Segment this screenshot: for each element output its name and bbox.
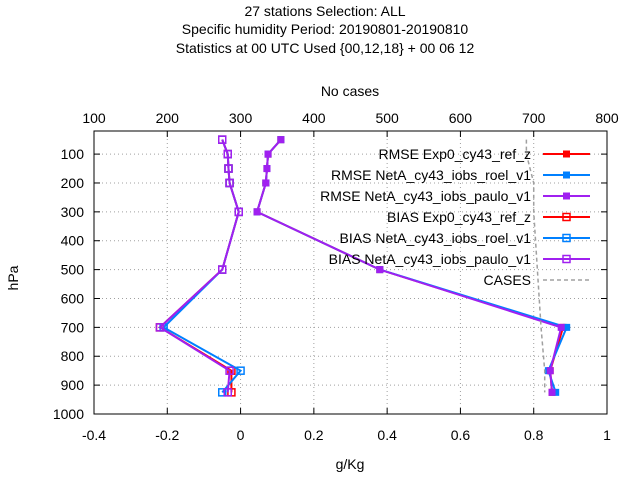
series-line	[525, 139, 546, 393]
legend-swatch-marker	[563, 171, 570, 179]
data-point	[376, 266, 384, 274]
series-line	[158, 139, 240, 393]
x2-tick-label: 100	[82, 110, 106, 126]
chart-title-line-1: 27 stations Selection: ALL	[244, 3, 405, 19]
x-axis-label: g/Kg	[336, 456, 365, 472]
data-point	[262, 179, 270, 187]
legend-label: BIAS NetA_cy43_iobs_paulo_v1	[329, 251, 532, 267]
y-tick-label: 400	[61, 233, 85, 249]
x-tick-label: 1	[603, 427, 611, 443]
y-axis-label: hPa	[5, 265, 21, 290]
data-point	[236, 366, 245, 375]
y-tick-label: 100	[61, 146, 85, 162]
y-tick-label: 500	[61, 262, 85, 278]
data-point	[225, 366, 234, 375]
x2-tick-label: 800	[595, 110, 619, 126]
x-tick-label: 0.6	[451, 427, 471, 443]
data-point	[546, 367, 554, 375]
series-6	[155, 135, 243, 397]
axis-ticks: -0.4 -0.2 0 0.2 0.4 0.6 0.8 1 100 200 300 400 500 600…	[53, 110, 619, 443]
legend-label: BIAS Exp0_cy43_ref_z	[387, 209, 531, 225]
data-point	[263, 165, 271, 173]
data-point	[253, 208, 261, 216]
data-point	[225, 178, 234, 188]
data-point	[218, 135, 227, 144]
chart-title-line-3: Statistics at 00 UTC Used {00,12,18} + 0…	[176, 40, 475, 56]
x-tick-label: 0.8	[524, 427, 544, 443]
legend-label: CASES	[484, 272, 531, 288]
legend-swatch-marker	[563, 192, 570, 200]
x2-axis-label: No cases	[321, 83, 379, 99]
legend-swatch-marker	[562, 254, 571, 264]
data-point	[155, 323, 165, 332]
plot-border	[93, 130, 608, 415]
data-point	[234, 207, 243, 217]
x2-tick-label: 400	[302, 110, 326, 126]
legend-swatch-marker	[562, 212, 571, 222]
data-point	[223, 149, 232, 159]
legend-label: RMSE NetA_cy43_iobs_roel_v1	[331, 167, 531, 183]
legend-swatch-marker	[563, 150, 570, 158]
x2-tick-label: 300	[229, 110, 253, 126]
data-point	[277, 136, 285, 144]
legend: RMSE Exp0_cy43_ref_z RMSE NetA_cy43_iobs_…	[320, 146, 590, 288]
chart-title-line-2: Specific humidity Period: 20190801-20190…	[182, 21, 469, 37]
y-tick-label: 1000	[53, 406, 84, 422]
plot-frame	[93, 130, 608, 415]
y-tick-label: 200	[61, 175, 85, 191]
data-point	[557, 323, 565, 331]
data-point	[264, 150, 272, 158]
x-tick-label: -0.2	[155, 427, 179, 443]
x-tick-label: 0.4	[377, 427, 397, 443]
data-point	[223, 388, 232, 397]
x-tick-label: -0.4	[82, 427, 106, 443]
y-tick-label: 800	[61, 348, 85, 364]
series-5	[159, 135, 245, 397]
data-point	[224, 164, 233, 173]
data-point	[548, 388, 556, 396]
legend-label: RMSE Exp0_cy43_ref_z	[378, 146, 531, 162]
grid	[94, 131, 607, 414]
legend-label: RMSE NetA_cy43_iobs_paulo_v1	[320, 188, 531, 204]
x-tick-label: 0	[237, 427, 245, 443]
y-tick-label: 600	[61, 290, 85, 306]
x-tick-label: 0.2	[304, 427, 324, 443]
legend-swatch-marker	[562, 233, 571, 243]
series-3	[253, 136, 565, 396]
series-group	[155, 135, 571, 397]
y-tick-label: 300	[61, 204, 85, 220]
x2-tick-label: 600	[449, 110, 473, 126]
y-tick-label: 700	[61, 319, 85, 335]
x2-tick-label: 700	[522, 110, 546, 126]
data-point	[218, 265, 227, 274]
x2-tick-label: 200	[156, 110, 180, 126]
x2-tick-label: 500	[375, 110, 399, 126]
legend-label: BIAS NetA_cy43_iobs_roel_v1	[340, 230, 532, 246]
series-line	[158, 139, 240, 393]
series-7	[525, 139, 546, 393]
y-tick-label: 900	[61, 377, 85, 393]
data-point	[218, 388, 227, 397]
